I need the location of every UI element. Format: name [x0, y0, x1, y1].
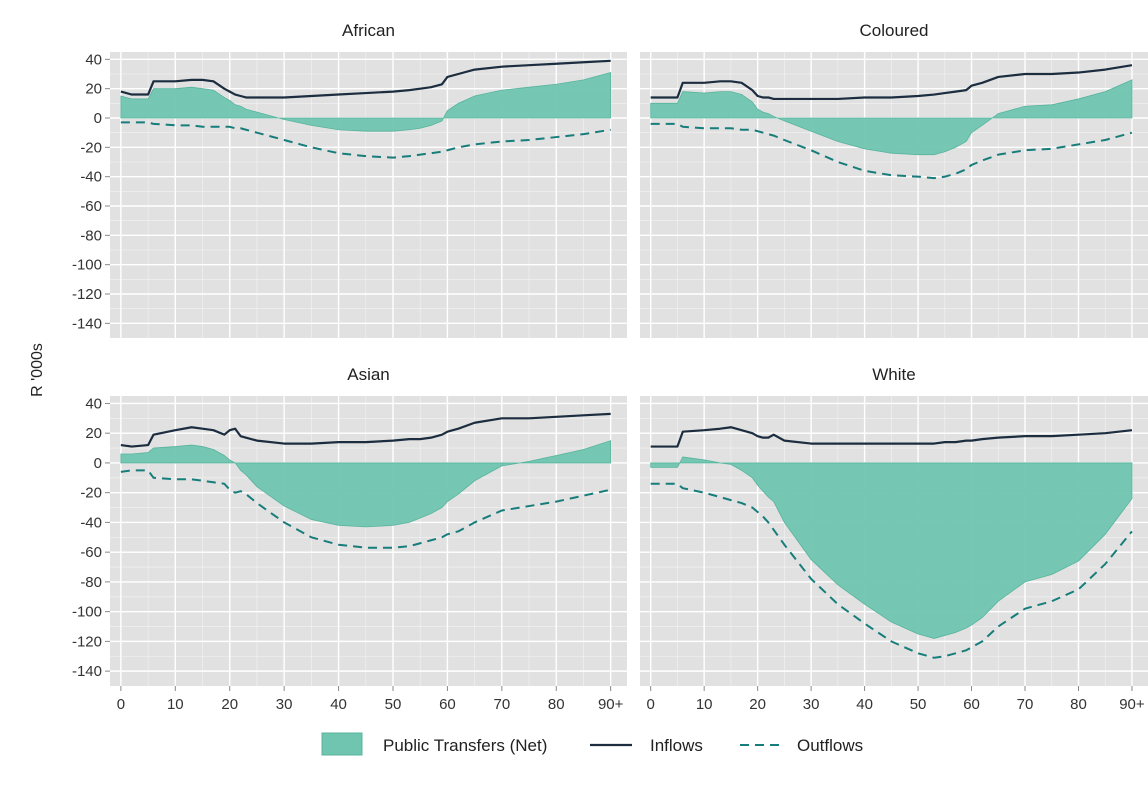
facet-african: African 40 20 0 -20 -40 -60 -80 -100 -120 -140 — [72, 21, 627, 338]
facet-white: White 0 10 20 30 40 50 60 70 80 90+ — [640, 365, 1148, 713]
inflows-line — [650, 64, 1133, 101]
y-tick-label: -120 — [72, 633, 102, 650]
y-tick-label: -80 — [80, 227, 102, 244]
legend-label-public-transfers: Public Transfers (Net) — [383, 736, 547, 755]
x-tick-label: 50 — [385, 696, 402, 713]
x-tick-label: 70 — [1017, 696, 1034, 713]
y-tick-label: -20 — [80, 485, 102, 502]
y-tick-label: -100 — [72, 257, 102, 274]
y-tick-label: 0 — [94, 110, 102, 127]
public-transfers-area — [120, 72, 612, 132]
legend-swatch-public-transfers — [321, 732, 363, 756]
y-tick-label: -60 — [80, 544, 102, 561]
x-tick-label: 60 — [963, 696, 980, 713]
outflows-line — [650, 122, 1133, 180]
x-tick-label: 70 — [493, 696, 510, 713]
legend: Public Transfers (Net) Inflows Outflows — [321, 732, 863, 756]
inflows-line — [650, 426, 1133, 448]
x-tick-label: 90+ — [598, 696, 624, 713]
x-tick-label: 0 — [117, 696, 125, 713]
y-tick-label: -120 — [72, 286, 102, 303]
y-tick-label: -140 — [72, 315, 102, 332]
public-transfers-area — [120, 440, 612, 528]
y-tick-label: -140 — [72, 663, 102, 680]
facet-title: African — [342, 21, 395, 40]
x-tick-label: 90+ — [1119, 696, 1145, 713]
x-tick-label: 20 — [221, 696, 238, 713]
x-tick-label: 60 — [439, 696, 456, 713]
facet-title: Coloured — [860, 21, 929, 40]
facet-title: White — [872, 365, 915, 384]
x-tick-label: 50 — [910, 696, 927, 713]
x-tick-label: 40 — [856, 696, 873, 713]
y-tick-label: 0 — [94, 455, 102, 472]
y-tick-label: -40 — [80, 514, 102, 531]
y-tick-label: 40 — [85, 395, 102, 412]
panel-background — [110, 396, 627, 686]
x-tick-label: 0 — [647, 696, 655, 713]
legend-label-inflows: Inflows — [650, 736, 703, 755]
y-tick-label: 20 — [85, 425, 102, 442]
x-tick-label: 30 — [276, 696, 293, 713]
facet-asian: Asian 40 20 0 -20 -40 -60 -80 -100 -120 -140 0 10 20 3… — [72, 365, 627, 713]
facet-title: Asian — [347, 365, 390, 384]
y-tick-label: 40 — [85, 51, 102, 68]
y-axis-label: R '000s — [29, 343, 46, 397]
y-tick-label: -40 — [80, 169, 102, 186]
inflows-line — [120, 59, 611, 99]
x-tick-label: 10 — [696, 696, 713, 713]
y-tick-label: 20 — [85, 81, 102, 98]
outflows-line — [120, 469, 611, 549]
facet-coloured: Coloured — [640, 21, 1148, 338]
y-tick-label: -80 — [80, 574, 102, 591]
inflows-line — [120, 412, 611, 448]
y-tick-label: -20 — [80, 139, 102, 156]
x-tick-label: 20 — [749, 696, 766, 713]
x-tick-label: 80 — [1070, 696, 1087, 713]
y-tick-label: -60 — [80, 198, 102, 215]
y-tick-label: -100 — [72, 604, 102, 621]
x-tick-label: 40 — [330, 696, 347, 713]
legend-label-outflows: Outflows — [797, 736, 863, 755]
public-transfers-area — [650, 79, 1133, 156]
x-tick-label: 10 — [167, 696, 184, 713]
public-transfers-area — [650, 456, 1133, 639]
x-tick-label: 80 — [548, 696, 565, 713]
x-tick-label: 30 — [803, 696, 820, 713]
